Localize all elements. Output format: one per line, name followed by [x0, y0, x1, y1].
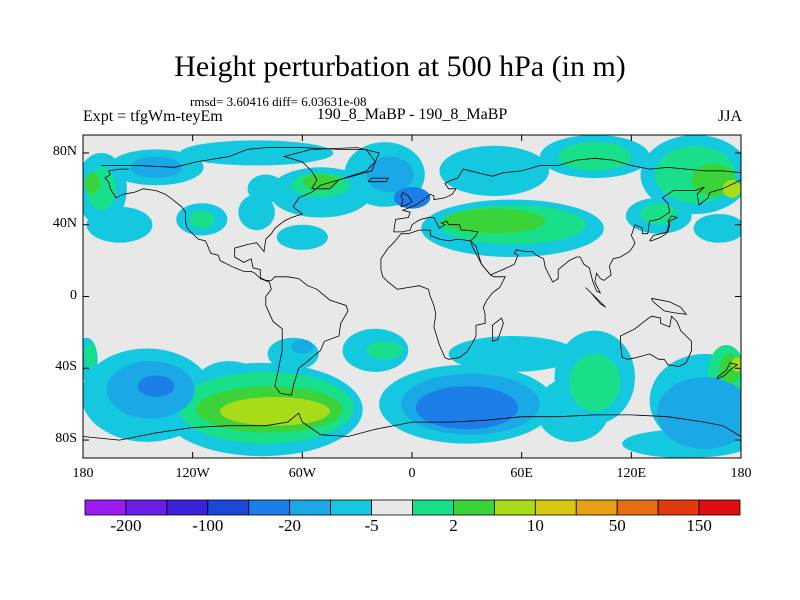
y-tick-label-4: 80S	[55, 431, 77, 447]
colorbar-label-0: -200	[110, 516, 142, 535]
field-contour-32	[558, 142, 632, 171]
field-contour-37	[366, 341, 403, 360]
y-tick-label-3: 40S	[55, 359, 77, 375]
perturbation-field	[83, 135, 741, 458]
colorbar-label-4: 2	[449, 516, 458, 535]
experiment-label: Expt = tfgWm-teyEm	[83, 108, 223, 125]
field-contour-8	[276, 224, 328, 250]
x-tick-label-0: 180	[72, 466, 94, 481]
comparison-label: 190_8_MaBP - 190_8_MaBP	[316, 106, 508, 123]
field-contour-48	[443, 208, 546, 234]
coastline-12	[651, 297, 688, 315]
coastline-0	[101, 147, 376, 396]
field-contour-38	[569, 353, 621, 412]
colorbar-label-3: -5	[364, 516, 379, 535]
field-contour-23	[448, 335, 577, 372]
map-title: Height perturbation at 500 hPa (in m)	[174, 50, 626, 83]
colorbar-swatch-9	[453, 499, 495, 516]
colorbar-label-1: -100	[192, 516, 224, 535]
coastline-7	[400, 191, 413, 208]
field-contour-46	[84, 172, 100, 195]
x-tick-label-6: 180	[730, 466, 752, 481]
coastline-1	[393, 157, 741, 232]
coastline-9	[649, 215, 679, 242]
colorbar-label-7: 150	[686, 516, 712, 535]
coastline-5	[83, 412, 741, 441]
colorbar-swatch-13	[616, 499, 659, 516]
y-tick-label-2: 0	[70, 287, 77, 303]
colorbar-swatch-14	[657, 499, 700, 516]
x-tick-label-1: 120W	[175, 466, 210, 481]
colorbar-swatch-6	[330, 499, 372, 516]
coastline-13	[716, 362, 739, 380]
colorbar-label-5: 10	[526, 516, 544, 535]
season-label: JJA	[717, 108, 742, 125]
y-tick-label-1: 40N	[52, 215, 77, 231]
field-contour-15	[693, 213, 741, 243]
colorbar-swatch-1	[125, 499, 168, 516]
x-tick-label-4: 60E	[510, 466, 533, 481]
x-tick-label-5: 120E	[616, 466, 647, 481]
colorbar-swatch-0	[84, 499, 127, 516]
colorbar-swatch-5	[289, 499, 332, 516]
coastlines	[83, 147, 741, 441]
colorbar-swatch-12	[575, 499, 618, 516]
field-contour-5	[238, 194, 275, 231]
colorbar-swatch-4	[248, 499, 291, 516]
field-contour-47	[302, 174, 339, 189]
colorbar-swatch-10	[493, 499, 536, 516]
axis-ticks	[82, 135, 742, 458]
colorbar	[84, 499, 741, 516]
colorbar-swatch-8	[412, 499, 454, 516]
coastline-8	[367, 177, 389, 183]
colorbar-label-2: -20	[278, 516, 302, 535]
field-contour-55	[722, 179, 741, 198]
coastline-4	[620, 315, 692, 367]
field-contour-2	[179, 140, 334, 166]
x-tick-label-3: 0	[408, 466, 416, 481]
field-contour-52	[393, 187, 431, 209]
colorbar-swatch-7	[371, 499, 413, 516]
field-contour-53	[137, 375, 175, 397]
field-contour-40	[130, 156, 182, 179]
field-contour-56	[220, 396, 330, 426]
x-tick-label-2: 60W	[288, 466, 316, 481]
colorbar-swatch-3	[207, 499, 250, 516]
colorbar-label-6: 50	[608, 516, 626, 535]
field-contour-35	[84, 343, 96, 369]
coastline-11	[585, 287, 606, 308]
stats-label: rmsd= 3.60416 diff= 6.03631e-08	[190, 94, 367, 109]
field-contour-54	[415, 386, 519, 430]
field-contour-29	[189, 210, 215, 229]
coastline-6	[282, 147, 380, 190]
y-tick-label-0: 80N	[52, 143, 77, 159]
field-contour-45	[656, 377, 741, 450]
field-contour-34	[640, 203, 678, 225]
coastline-2	[393, 179, 741, 294]
field-contour-41	[366, 156, 414, 193]
colorbar-swatch-11	[534, 499, 577, 516]
coastline-10	[491, 317, 504, 342]
colorbar-swatch-15	[698, 499, 741, 516]
field-contour-3	[86, 206, 153, 243]
field-contour-11	[439, 145, 550, 197]
colorbar-swatch-2	[166, 499, 209, 516]
coastline-3	[380, 229, 506, 360]
field-contour-43	[291, 339, 314, 354]
